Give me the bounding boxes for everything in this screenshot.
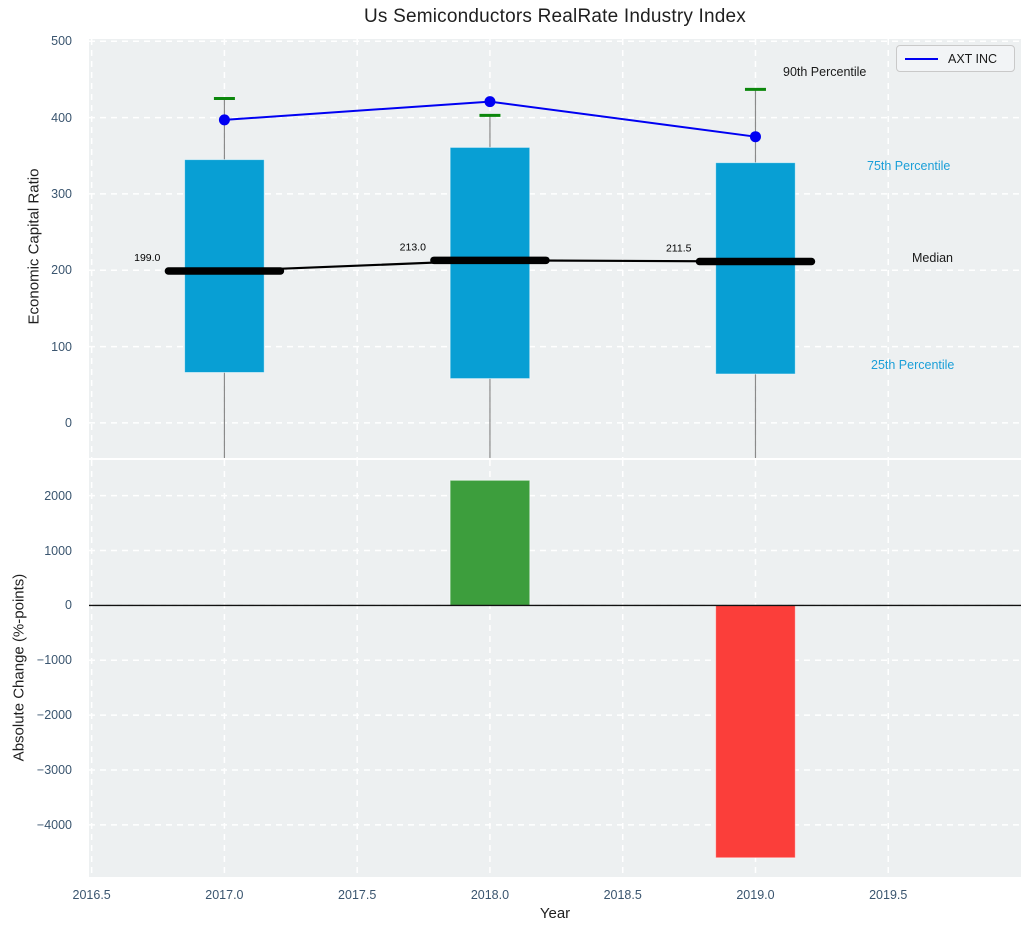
y-tick-label: 300 [51, 186, 72, 201]
x-tick-label: 2018.0 [470, 888, 510, 902]
y-tick-label: 400 [51, 110, 72, 125]
median-value-label: 213.0 [400, 241, 426, 253]
chart-canvas: 199.0 213.0 211.5 [89, 39, 1021, 458]
x-tick-label: 2019.5 [869, 888, 908, 902]
y-tick-label: 2000 [44, 488, 72, 503]
y-tick-label: 0 [65, 598, 72, 613]
x-tick-label: 2017.0 [205, 888, 244, 902]
y-tick-label: −1000 [36, 653, 72, 668]
y-tick-label: 1000 [44, 543, 72, 558]
x-tick-label: 2016.5 [72, 888, 111, 902]
company-marker [218, 114, 230, 126]
x-tick-label: 2017.5 [338, 888, 377, 902]
annotation-90th-percentile: 90th Percentile [783, 65, 867, 79]
y-tick-label: 100 [51, 339, 72, 354]
median-value-label: 211.5 [666, 242, 692, 254]
legend-line-icon [905, 57, 938, 60]
x-axis-label: Year [539, 905, 571, 922]
company-marker [484, 96, 496, 108]
annotation-75th-percentile: 75th Percentile [867, 159, 951, 173]
y-tick-label: −2000 [36, 708, 72, 723]
annotation-median: Median [912, 251, 953, 265]
plot-area-top: 199.0 213.0 211.5 [89, 39, 1021, 458]
annotation-25th-percentile: 25th Percentile [871, 358, 955, 372]
y-tick-label: 0 [65, 415, 72, 430]
x-tick-label: 2018.5 [603, 888, 642, 902]
legend-label: AXT INC [948, 51, 998, 66]
y-tick-label: 500 [51, 34, 72, 49]
change-bar [715, 604, 796, 859]
box-bar [184, 159, 265, 374]
median-value-label: 199.0 [134, 252, 160, 264]
y-tick-label: −3000 [36, 763, 72, 777]
legend: AXT INC [896, 45, 1015, 72]
company-marker [749, 131, 761, 143]
chart-title: Us Semiconductors RealRate Industry Inde… [363, 6, 747, 27]
change-bar [449, 479, 531, 606]
box-bar [715, 162, 796, 375]
y-tick-label: −4000 [36, 817, 72, 832]
x-tick-label: 2019.0 [736, 888, 775, 902]
plot-area-bottom [89, 460, 1021, 877]
chart-canvas [89, 460, 1021, 877]
y-tick-label: 200 [51, 263, 72, 278]
